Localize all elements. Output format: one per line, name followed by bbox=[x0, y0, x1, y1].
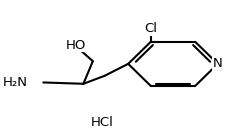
Text: Cl: Cl bbox=[144, 22, 157, 35]
Text: HO: HO bbox=[66, 39, 87, 52]
Text: HCl: HCl bbox=[91, 116, 114, 129]
Text: H₂N: H₂N bbox=[3, 76, 27, 89]
Text: N: N bbox=[213, 57, 223, 70]
